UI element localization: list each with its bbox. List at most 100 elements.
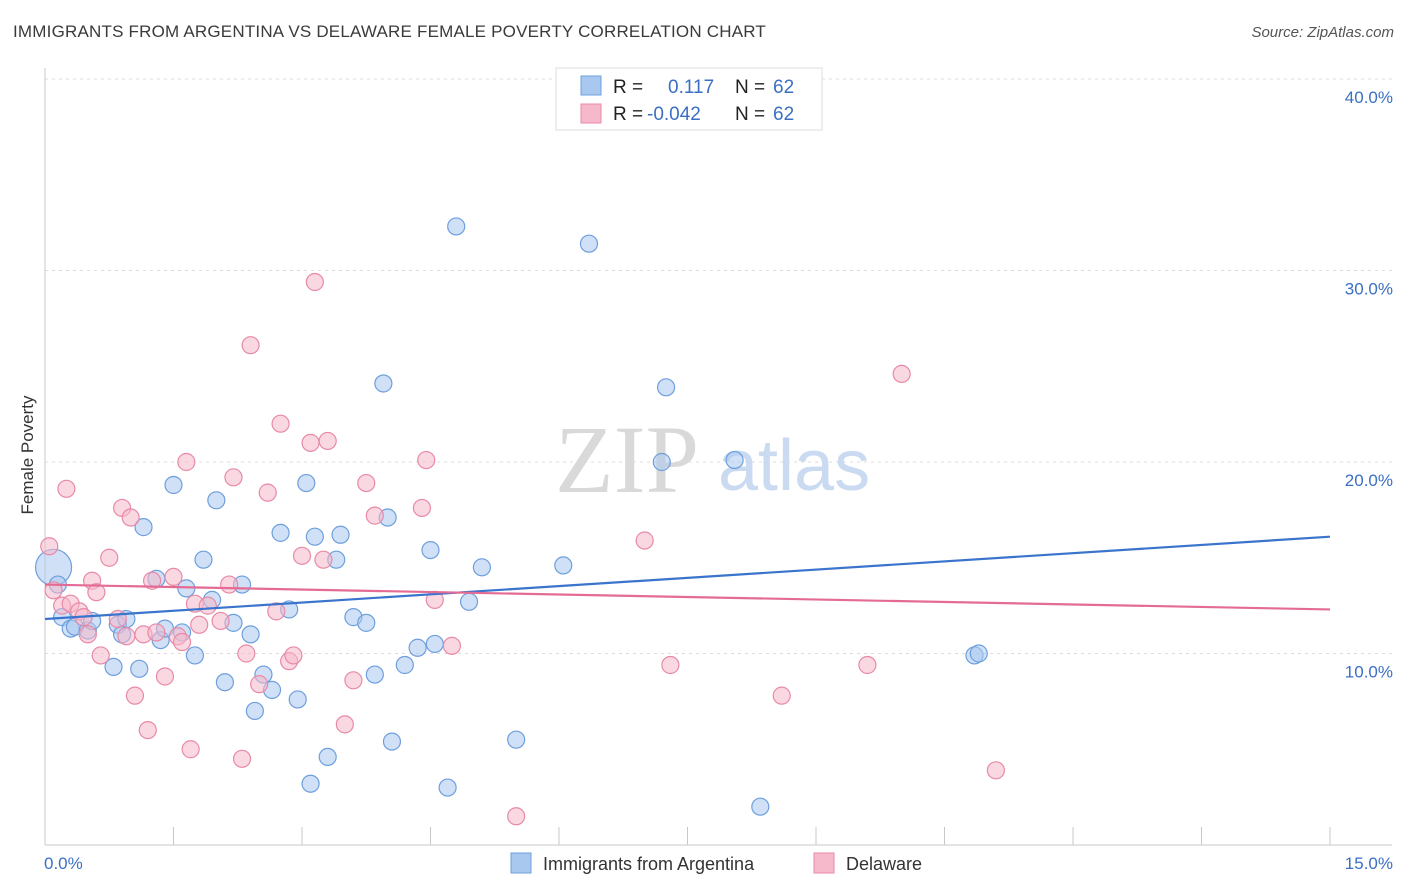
point-argentina xyxy=(301,774,320,793)
point-delaware xyxy=(301,433,320,452)
legend-label-delaware: Delaware xyxy=(846,854,922,874)
point-argentina xyxy=(459,592,479,611)
point-delaware xyxy=(892,364,911,384)
point-delaware xyxy=(190,615,209,634)
point-argentina xyxy=(374,374,393,393)
point-delaware xyxy=(412,498,432,518)
point-argentina xyxy=(579,234,599,253)
point-delaware xyxy=(232,749,252,768)
point-delaware xyxy=(292,546,312,565)
x-tick-labels: 0.0% 15.0% xyxy=(44,854,1393,873)
point-delaware xyxy=(172,632,192,652)
point-argentina xyxy=(408,638,427,657)
legend-r-value-1: 0.117 xyxy=(668,77,714,98)
y-tick-label: 20.0% xyxy=(1345,471,1393,490)
point-argentina xyxy=(725,450,744,470)
point-delaware xyxy=(271,414,290,433)
point-argentina xyxy=(382,732,402,751)
legend-r-value-2: -0.042 xyxy=(647,104,701,125)
point-argentina xyxy=(365,665,384,684)
legend-n-value-1: 62 xyxy=(773,77,794,98)
point-delaware xyxy=(635,531,654,550)
point-argentina xyxy=(104,657,123,677)
point-delaware xyxy=(305,272,324,292)
legend-n-label-2: N = xyxy=(735,104,765,125)
trend-lines xyxy=(44,535,1331,621)
x-tick-label: 0.0% xyxy=(44,854,83,873)
point-argentina xyxy=(969,644,988,663)
grid-lines xyxy=(45,78,1392,654)
legend-swatch-blue xyxy=(580,75,602,96)
point-argentina xyxy=(297,473,316,493)
legend-r-label-2: R = xyxy=(613,104,643,125)
legend-label-argentina: Immigrants from Argentina xyxy=(543,854,755,874)
axes xyxy=(44,68,1392,846)
source-label: Source: ZipAtlas.com xyxy=(1251,24,1394,41)
point-argentina xyxy=(357,613,376,632)
point-delaware xyxy=(91,646,110,665)
point-delaware xyxy=(357,473,376,493)
trend-line-argentina xyxy=(44,535,1331,621)
point-delaware xyxy=(177,452,196,472)
point-delaware xyxy=(211,611,230,631)
point-delaware xyxy=(417,450,436,470)
point-argentina xyxy=(395,655,414,675)
point-argentina xyxy=(245,701,264,721)
point-delaware xyxy=(57,479,76,498)
point-delaware xyxy=(344,671,363,690)
point-argentina xyxy=(472,558,491,577)
data-points xyxy=(34,217,1006,826)
point-delaware xyxy=(442,636,462,655)
point-delaware xyxy=(237,644,256,663)
point-argentina xyxy=(447,217,466,236)
point-delaware xyxy=(164,567,183,587)
point-delaware xyxy=(198,596,217,615)
point-delaware xyxy=(78,625,97,644)
point-argentina xyxy=(130,659,149,678)
watermark-atlas: atlas xyxy=(718,426,870,506)
point-delaware xyxy=(284,646,303,665)
point-argentina xyxy=(194,550,213,569)
point-argentina xyxy=(207,491,226,510)
y-tick-labels: 10.0% 20.0% 30.0% 40.0% xyxy=(1345,88,1393,682)
point-argentina xyxy=(215,673,234,692)
point-delaware xyxy=(155,667,175,686)
point-argentina xyxy=(751,797,770,816)
point-delaware xyxy=(335,715,354,734)
point-delaware xyxy=(858,655,877,675)
point-delaware xyxy=(258,483,277,502)
point-argentina xyxy=(425,634,444,654)
point-delaware xyxy=(142,571,162,590)
legend-swatch-delaware xyxy=(813,852,835,874)
point-delaware xyxy=(314,550,333,569)
y-tick-label: 40.0% xyxy=(1345,88,1393,107)
point-argentina xyxy=(185,646,205,665)
point-delaware xyxy=(250,675,269,694)
point-delaware xyxy=(40,537,59,556)
point-argentina xyxy=(305,527,324,546)
point-argentina xyxy=(288,690,307,709)
point-delaware xyxy=(117,627,136,646)
watermark: ZIP atlas xyxy=(555,406,870,513)
point-delaware xyxy=(365,506,384,525)
point-argentina xyxy=(554,556,573,575)
watermark-zip: ZIP xyxy=(555,406,699,513)
point-argentina xyxy=(507,730,526,749)
point-argentina xyxy=(241,625,260,644)
point-delaware xyxy=(986,761,1006,780)
point-argentina xyxy=(652,452,671,472)
point-delaware xyxy=(87,583,106,602)
legend-swatch-argentina xyxy=(510,852,532,874)
point-argentina xyxy=(438,778,457,797)
stats-legend: R = 0.117 N = 62 R = -0.042 N = 62 xyxy=(555,67,823,131)
point-delaware xyxy=(220,575,239,594)
point-delaware xyxy=(181,740,200,759)
point-delaware xyxy=(100,548,119,567)
point-argentina xyxy=(134,518,153,537)
y-axis-title: Female Poverty xyxy=(18,395,37,515)
point-delaware xyxy=(224,468,243,487)
point-argentina xyxy=(318,747,337,767)
point-argentina xyxy=(164,475,183,495)
y-tick-label: 30.0% xyxy=(1345,280,1393,299)
